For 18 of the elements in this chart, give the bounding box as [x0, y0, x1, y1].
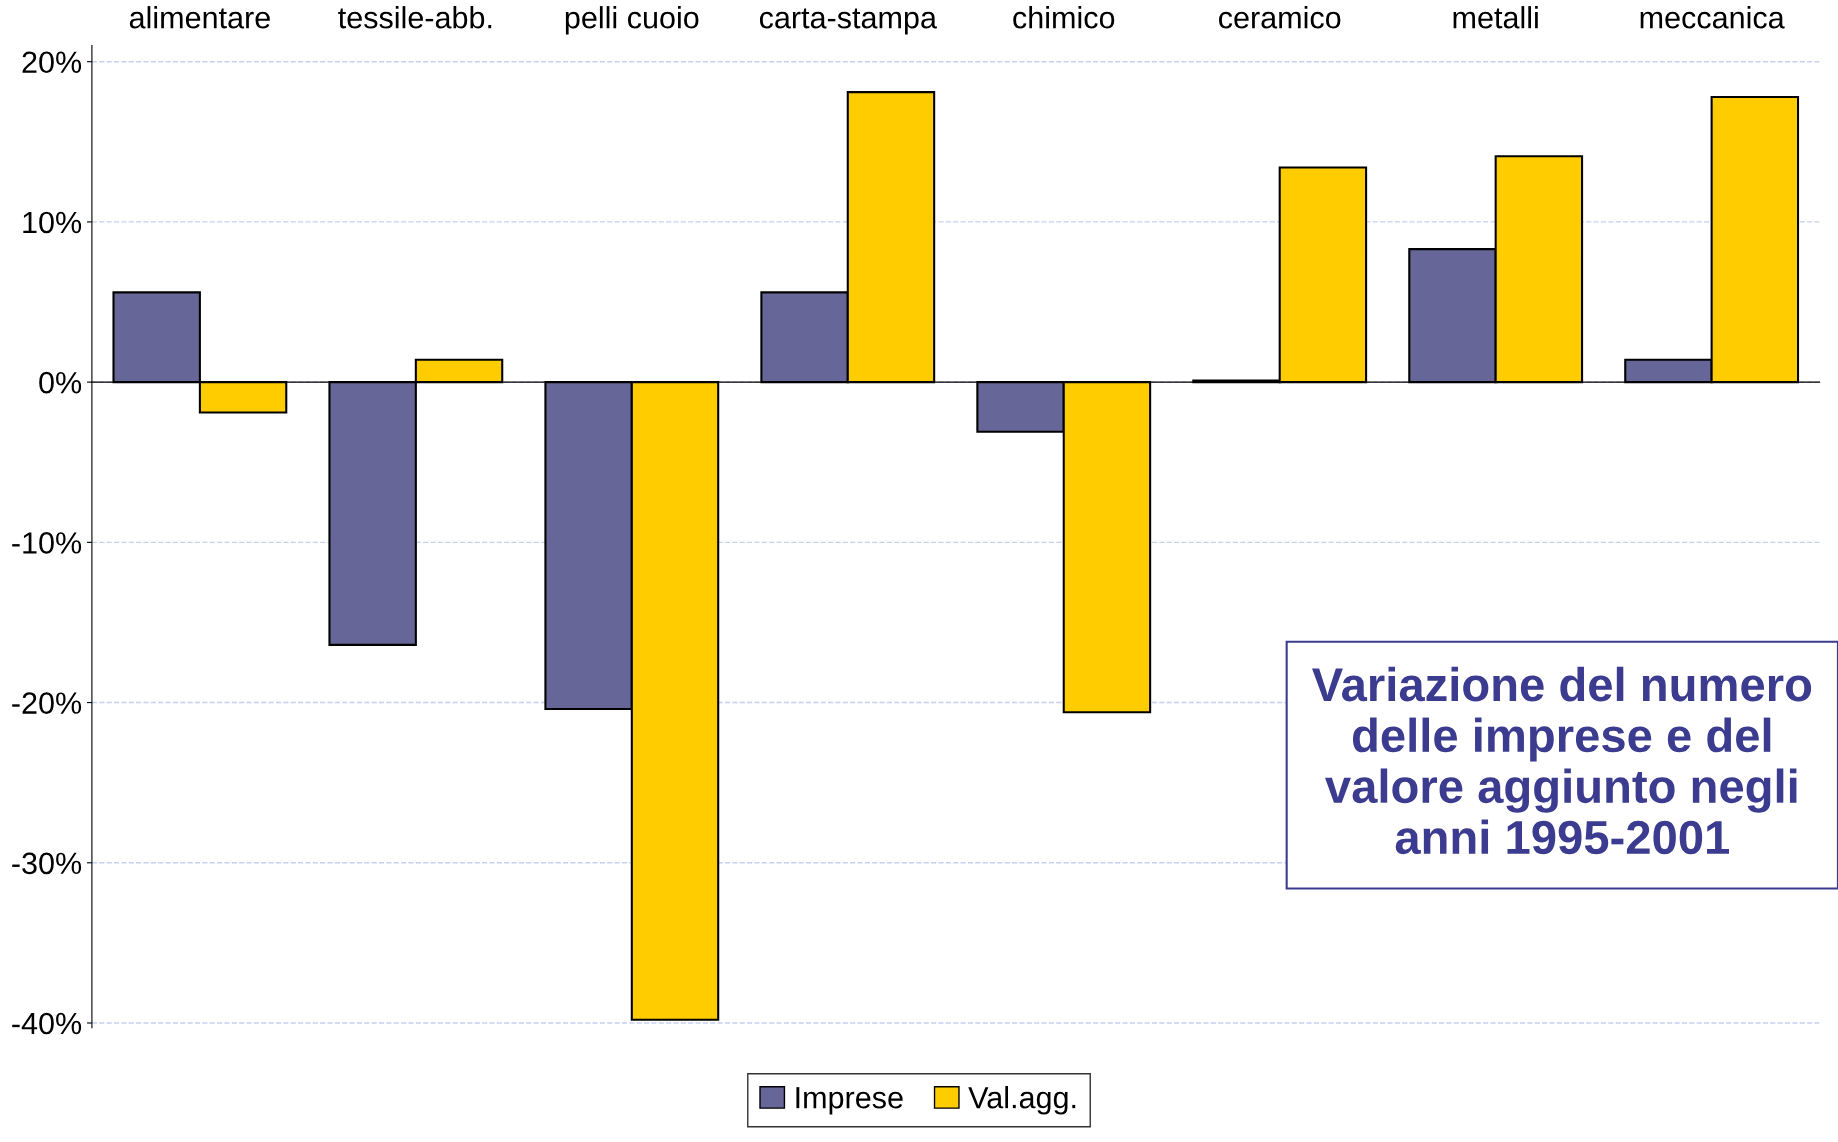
y-tick-label: 20%	[22, 51, 82, 74]
x-tick-label: carta-stampa	[759, 8, 937, 35]
x-tick-label: metalli	[1453, 6, 1538, 29]
y-tick-label: -40%	[12, 1012, 82, 1035]
x-tick-label: ceramico	[1219, 6, 1341, 29]
y-tick-label: 10%	[23, 211, 82, 234]
y-tick-label: 0%	[39, 371, 82, 394]
legend-label: Imprese	[796, 1087, 903, 1115]
y-tick-label: -30%	[12, 852, 82, 875]
legend-label: Val.agg.	[968, 1086, 1076, 1115]
text: Variazione del numero delle imprese e del valore aggiunto negli anni 1995-2001	[1312, 666, 1812, 855]
x-tick-label: alimentare	[129, 6, 270, 29]
x-tick-label: tessile-abb.	[338, 6, 492, 29]
x-tick-label: pelli cuoio	[565, 6, 699, 35]
y-tick-label: -20%	[12, 692, 82, 714]
y-tick-label: -10%	[12, 532, 82, 554]
x-tick-label: meccanica	[1640, 6, 1785, 29]
x-tick-label: chimico	[1013, 6, 1115, 29]
